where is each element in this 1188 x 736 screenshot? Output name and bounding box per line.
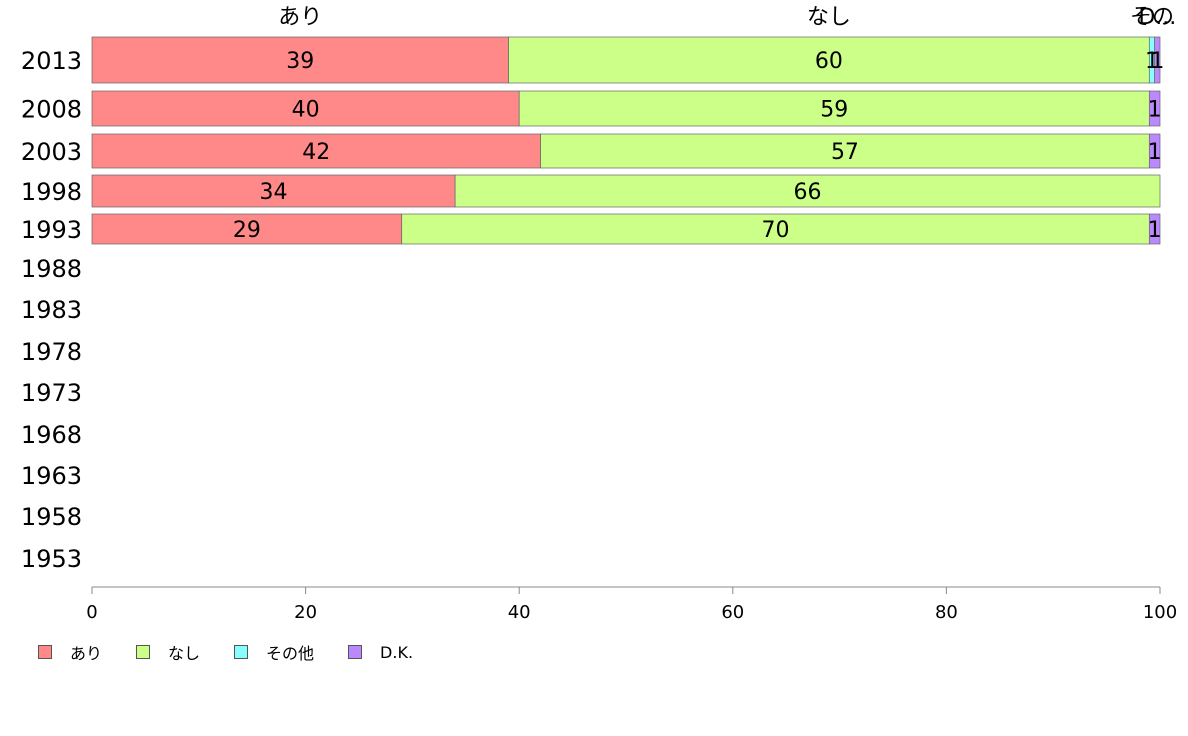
value-label-1993-series-0: 29 xyxy=(233,218,261,243)
value-label-1993-series-1: 70 xyxy=(762,218,790,243)
x-tick-label-60: 60 xyxy=(721,602,744,623)
legend-label-1: なし xyxy=(168,644,201,663)
legend-swatch-0 xyxy=(38,645,52,659)
year-label-2003: 2003 xyxy=(21,138,82,166)
year-label-1993: 1993 xyxy=(21,216,82,244)
bar-2008-series-0 xyxy=(91,90,520,127)
year-label-1953: 1953 xyxy=(21,545,82,573)
legend-item-1: なし xyxy=(136,640,200,664)
x-tick-label-0: 0 xyxy=(86,602,97,623)
value-label-2013-series-1: 60 xyxy=(815,49,843,74)
value-label-2008-series-1: 59 xyxy=(820,98,848,123)
value-label-1998-series-1: 66 xyxy=(794,180,822,205)
year-label-2008: 2008 xyxy=(21,96,82,124)
value-label-1993-series-3: 1 xyxy=(1148,218,1162,243)
value-label-2003-series-3: 1 xyxy=(1148,140,1162,165)
x-axis: 0 20 40 60 80 100 xyxy=(86,586,1177,623)
x-tick-label-100: 100 xyxy=(1143,602,1177,623)
year-label-1988: 1988 xyxy=(21,255,82,283)
value-label-2008-series-0: 40 xyxy=(292,98,320,123)
legend-swatch-2 xyxy=(234,645,249,659)
year-label-1958: 1958 xyxy=(21,503,82,531)
x-tick-label-20: 20 xyxy=(294,602,317,623)
year-label-1968: 1968 xyxy=(21,421,82,449)
series-header-2: その xyxy=(1130,5,1174,30)
stacked-bar-chart: あり なし そのD... 2013 2008 2003 1998 1993 1988 1983 1… xyxy=(21,5,1177,623)
legend: あり なし その他 D.K. xyxy=(38,640,447,664)
bar-2013-series-0 xyxy=(91,36,509,84)
year-labels: 2013 2008 2003 1998 1993 1988 1983 1978 1973 1968… xyxy=(21,47,82,573)
x-tick-label-80: 80 xyxy=(935,602,958,623)
value-label-2013-series-0: 39 xyxy=(286,49,314,74)
year-label-1998: 1998 xyxy=(21,178,82,206)
year-label-1983: 1983 xyxy=(21,296,82,324)
value-label-2008-series-3: 1 xyxy=(1148,98,1162,123)
legend-swatch-3 xyxy=(348,645,363,659)
bar-2013-series-1 xyxy=(508,36,1150,84)
bar-2003-series-3 xyxy=(1148,133,1161,169)
value-label-2003-series-0: 42 xyxy=(302,140,330,165)
series-header-3: D... xyxy=(1138,5,1176,30)
legend-item-3: D.K. xyxy=(348,643,413,662)
legend-label-3: D.K. xyxy=(380,642,414,662)
year-label-1978: 1978 xyxy=(21,338,82,366)
legend-item-0: あり xyxy=(38,640,102,664)
x-tick-label-40: 40 xyxy=(508,602,531,623)
legend-label-2: その他 xyxy=(266,644,315,663)
bar-2008-series-3 xyxy=(1148,90,1161,127)
bar-2013-series-3 xyxy=(1154,36,1161,84)
bar-1993-series-3 xyxy=(1148,213,1161,245)
bar-1993-series-1 xyxy=(401,213,1150,245)
year-label-1963: 1963 xyxy=(21,462,82,490)
value-label-2003-series-1: 57 xyxy=(831,140,859,165)
bar-1998-series-1 xyxy=(454,174,1161,208)
year-label-1973: 1973 xyxy=(21,379,82,407)
value-label-2013-series-3: 1 xyxy=(1150,49,1164,74)
value-label-1998-series-0: 34 xyxy=(260,180,288,205)
year-label-2013: 2013 xyxy=(21,47,82,75)
legend-label-0: あり xyxy=(70,644,103,663)
legend-item-2: その他 xyxy=(234,640,314,664)
bar-2003-series-1 xyxy=(540,133,1150,169)
legend-swatch-1 xyxy=(136,645,151,659)
series-header-1: なし xyxy=(807,5,851,30)
series-header-labels: あり なし そのD... xyxy=(278,5,1176,30)
series-header-0: あり xyxy=(278,5,322,30)
